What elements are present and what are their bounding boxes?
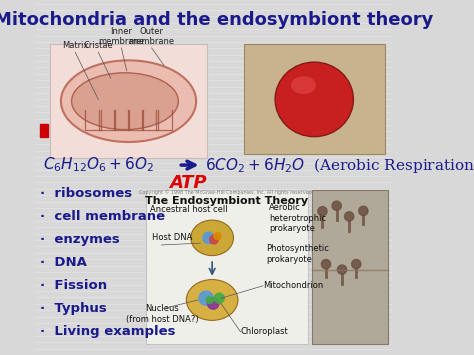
- Text: Nucleus
(from host DNA?): Nucleus (from host DNA?): [126, 305, 199, 324]
- Text: ·  Typhus: · Typhus: [40, 302, 107, 315]
- Text: ATP: ATP: [169, 174, 207, 192]
- Ellipse shape: [191, 220, 234, 256]
- Circle shape: [199, 291, 213, 305]
- Ellipse shape: [186, 280, 238, 320]
- Text: The Endosymbiont Theory: The Endosymbiont Theory: [145, 196, 308, 206]
- Bar: [50, 44, 207, 158]
- Bar: [40, 124, 48, 137]
- Text: Mitochondria and the endosymbiont theory: Mitochondria and the endosymbiont theory: [0, 11, 434, 28]
- Text: ·  ribosomes: · ribosomes: [40, 187, 132, 200]
- Ellipse shape: [291, 76, 316, 94]
- Text: Ancestral host cell: Ancestral host cell: [150, 205, 228, 214]
- Text: Matrix: Matrix: [62, 42, 89, 50]
- Circle shape: [321, 260, 331, 269]
- Circle shape: [332, 201, 341, 210]
- Text: Host DNA: Host DNA: [152, 233, 192, 242]
- Text: ·  cell membrane: · cell membrane: [40, 210, 165, 223]
- Ellipse shape: [72, 73, 178, 130]
- Ellipse shape: [275, 62, 354, 137]
- Circle shape: [345, 212, 354, 221]
- Text: Outer
membrane: Outer membrane: [128, 27, 175, 46]
- Text: Mitochondrion: Mitochondrion: [263, 281, 323, 290]
- Circle shape: [206, 296, 213, 304]
- Text: ·  Fission: · Fission: [40, 279, 108, 292]
- Circle shape: [210, 235, 218, 244]
- Text: Copyright © 1998 The McGraw-Hill Companies, Inc. All rights reserved.: Copyright © 1998 The McGraw-Hill Compani…: [139, 190, 313, 195]
- Text: ·  Living examples: · Living examples: [40, 326, 176, 338]
- Circle shape: [214, 233, 221, 240]
- Bar: [244, 44, 385, 154]
- Circle shape: [208, 298, 219, 309]
- Bar: [146, 190, 308, 344]
- Text: ·  enzymes: · enzymes: [40, 233, 120, 246]
- Text: Photosynthetic
prokaryote: Photosynthetic prokaryote: [266, 244, 329, 263]
- Text: Chloroplast: Chloroplast: [241, 327, 288, 337]
- Circle shape: [214, 293, 224, 303]
- Circle shape: [359, 206, 368, 215]
- Circle shape: [203, 232, 214, 244]
- Circle shape: [352, 260, 361, 269]
- Circle shape: [337, 265, 346, 274]
- Text: $6CO_2 + 6H_2O$  (Aerobic Respiration): $6CO_2 + 6H_2O$ (Aerobic Respiration): [205, 155, 474, 175]
- Text: Cristae: Cristae: [83, 42, 113, 50]
- Text: Inner
membrane: Inner membrane: [98, 27, 145, 46]
- Bar: [312, 190, 388, 344]
- Text: Aerobic
heterotrophic
prokaryote: Aerobic heterotrophic prokaryote: [269, 203, 326, 233]
- Text: ·  DNA: · DNA: [40, 256, 87, 269]
- Text: $C_6H_{12}O_6 + 6O_2$: $C_6H_{12}O_6 + 6O_2$: [43, 156, 154, 174]
- Ellipse shape: [61, 60, 196, 142]
- Circle shape: [318, 207, 327, 216]
